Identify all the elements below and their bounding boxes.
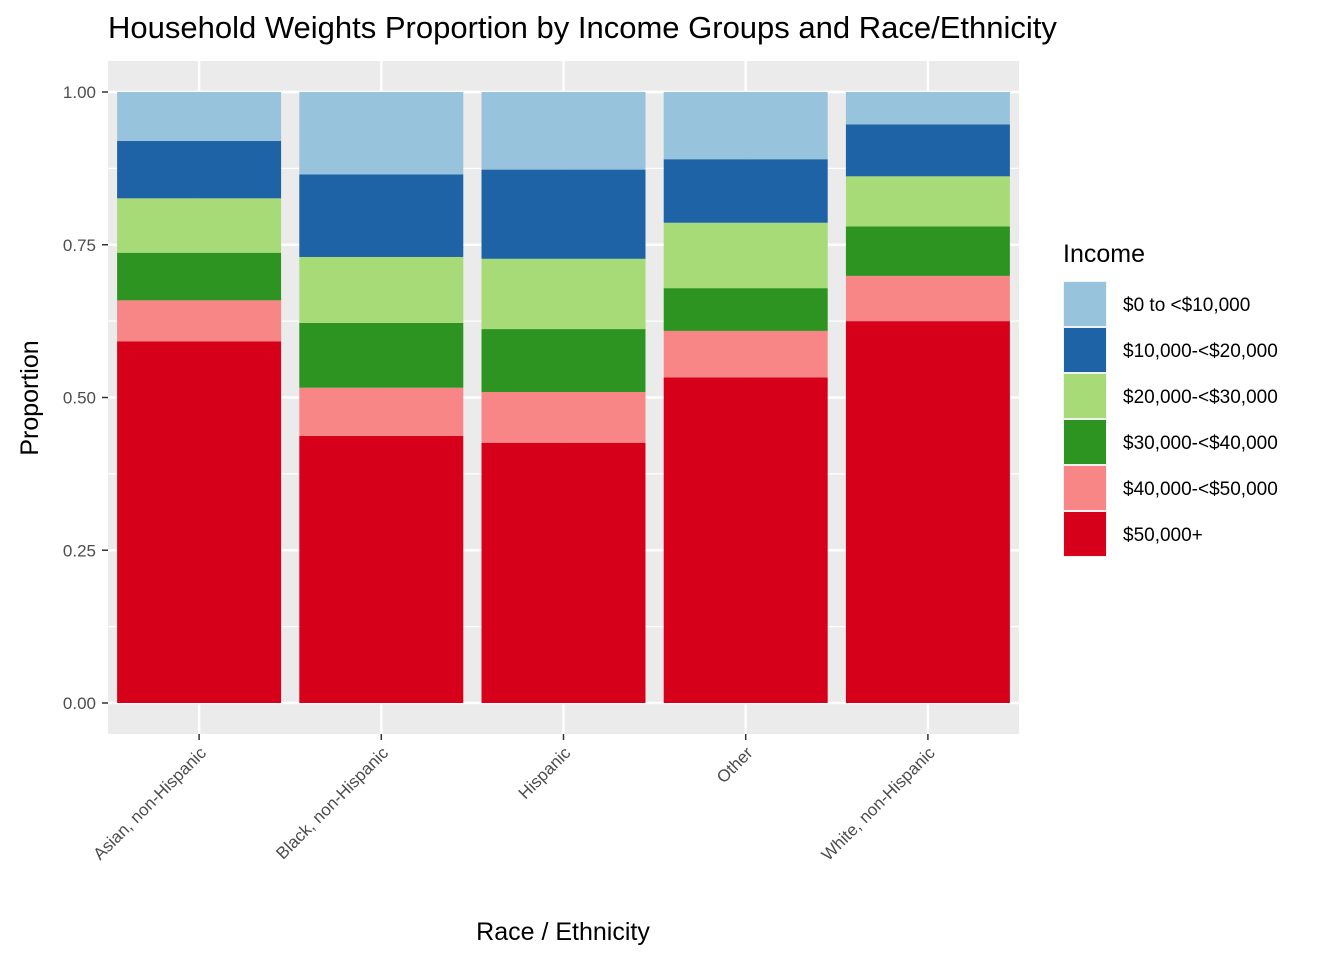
x-tick-label: Black, non-Hispanic	[272, 743, 392, 863]
x-tick-label: Other	[713, 743, 757, 787]
bar-segment	[845, 226, 1010, 276]
chart-title: Household Weights Proportion by Income G…	[108, 10, 1057, 45]
bar-segment	[481, 442, 646, 703]
bar-segment	[117, 300, 282, 342]
legend-title: Income	[1063, 240, 1145, 268]
y-tick-label: 1.00	[63, 83, 96, 102]
bar-segment	[663, 222, 828, 289]
bar-segment	[663, 377, 828, 703]
legend-label: $10,000-<$20,000	[1123, 341, 1278, 362]
legend-swatch	[1064, 328, 1106, 372]
bar-segment	[663, 330, 828, 378]
legend-label: $0 to <$10,000	[1123, 295, 1250, 316]
bar-segment	[663, 92, 828, 160]
bar-segment	[481, 258, 646, 330]
bar-segment	[845, 275, 1010, 322]
legend-swatch	[1064, 466, 1106, 510]
bar-segment	[481, 169, 646, 259]
legend-swatch	[1064, 374, 1106, 418]
bar-segment	[845, 176, 1010, 227]
x-axis-title: Race / Ethnicity	[476, 918, 650, 946]
bar-segment	[481, 392, 646, 443]
y-tick-label: 0.75	[63, 236, 96, 255]
legend: Income $0 to <$10,000 $10,000-<$20,000 $20…	[1063, 240, 1278, 557]
bar-segment	[299, 322, 464, 388]
bar-segment	[117, 92, 282, 141]
y-axis-title: Proportion	[16, 340, 44, 455]
bar-segment	[299, 435, 464, 703]
bar-segment	[845, 124, 1010, 177]
bar-segment	[481, 92, 646, 170]
x-tick-label: White, non-Hispanic	[818, 743, 939, 864]
bar-segment	[845, 92, 1010, 125]
legend-label: $40,000-<$50,000	[1123, 479, 1278, 500]
x-tick-label: Hispanic	[515, 743, 575, 803]
legend-label: $20,000-<$30,000	[1123, 387, 1278, 408]
legend-label: $50,000+	[1123, 525, 1203, 546]
y-tick-label: 0.00	[63, 694, 96, 713]
legend-swatch	[1064, 512, 1106, 556]
bar-segment	[663, 159, 828, 223]
bar-segment	[117, 341, 282, 703]
bar-segment	[299, 256, 464, 323]
bars	[117, 92, 1010, 703]
bar-segment	[481, 329, 646, 393]
bar-segment	[299, 92, 464, 175]
bar-segment	[299, 174, 464, 257]
legend-swatch	[1064, 282, 1106, 326]
y-tick-label: 0.50	[63, 389, 96, 408]
bar-segment	[845, 321, 1010, 703]
y-tick-label: 0.25	[63, 541, 96, 560]
bar-segment	[117, 198, 282, 253]
legend-swatch	[1064, 420, 1106, 464]
bar-segment	[117, 140, 282, 199]
bar-segment	[117, 252, 282, 301]
x-tick-label: Asian, non-Hispanic	[90, 743, 211, 864]
bar-segment	[299, 387, 464, 436]
legend-label: $30,000-<$40,000	[1123, 433, 1278, 454]
bar-segment	[663, 288, 828, 331]
